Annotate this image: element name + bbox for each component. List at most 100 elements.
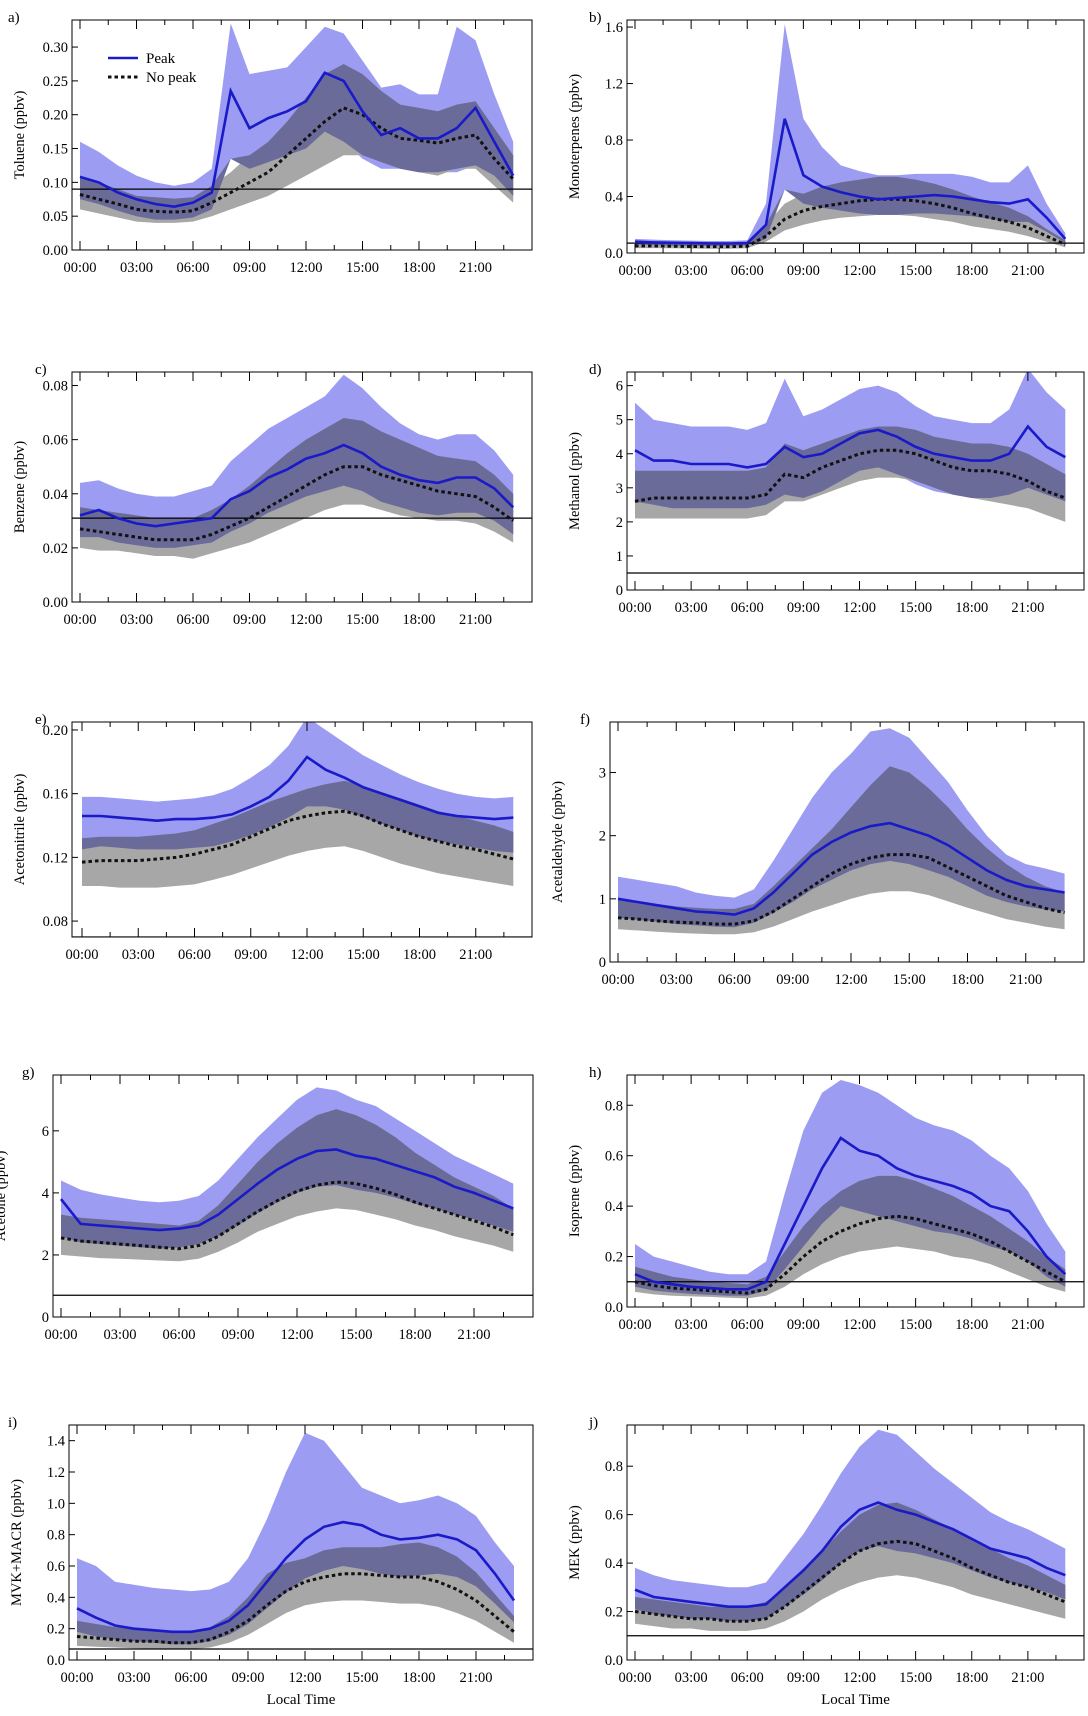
plot-frame xyxy=(71,721,533,938)
plot-area xyxy=(627,24,1084,249)
band-overlap xyxy=(77,1542,514,1645)
x-tick-label: 21:00 xyxy=(1011,1317,1044,1333)
panel-h: 0.0 0.2 0.4 0.6 0.8 00:00 03:00 06:00 09:00 12:00… xyxy=(567,1065,1085,1333)
band-overlap xyxy=(82,780,514,853)
plot-frame xyxy=(626,1424,1085,1661)
y-axis-label: Isoprene (ppbv) xyxy=(567,1145,583,1237)
y-tick-label: 1.0 xyxy=(47,1496,65,1512)
panel-b: 0.0 0.4 0.8 1.2 1.6 00:00 03:00 06:00 09:00 12:00… xyxy=(567,10,1085,279)
peak-range-band xyxy=(77,1432,514,1645)
panel-f: 0 1 2 3 00:00 03:00 06:00 09:00 12:00 15:00 18:00 2… xyxy=(550,712,1085,988)
y-axis-label: Toluene (ppbv) xyxy=(12,90,28,179)
x-tick-label: 09:00 xyxy=(787,1317,820,1333)
panel-e: 0.08 0.12 0.16 0.20 00:00 03:00 06:00 09:00 12:0… xyxy=(12,712,533,963)
x-tick-label: 03:00 xyxy=(675,600,708,616)
x-tick-label: 06:00 xyxy=(162,1327,195,1343)
band-overlap xyxy=(61,1109,514,1249)
nopeak-series-line xyxy=(81,809,514,864)
x-axis-label: Local Time xyxy=(267,1692,336,1708)
y-tick-label: 0.6 xyxy=(605,1149,623,1165)
x-tick-label: 12:00 xyxy=(843,600,876,616)
panel-letter: j) xyxy=(588,1415,598,1431)
y-tick-label: 0.8 xyxy=(605,1098,623,1114)
panel-c: 0.00 0.02 0.04 0.06 0.08 00:00 03:00 06:00 09:00… xyxy=(12,362,533,628)
plot-frame xyxy=(71,371,533,603)
plot-area xyxy=(72,722,532,937)
band-overlap xyxy=(635,176,1066,246)
plot-frame xyxy=(626,1074,1085,1308)
nopeak-series-line xyxy=(79,106,515,214)
x-tick-label: 15:00 xyxy=(899,1317,932,1333)
x-tick-label: 18:00 xyxy=(955,600,988,616)
y-tick-label: 1 xyxy=(616,549,623,565)
plot-frame xyxy=(71,19,533,251)
y-tick-label: 0 xyxy=(616,583,623,599)
peak-series-line xyxy=(634,1501,1066,1608)
x-tick-label: 18:00 xyxy=(955,263,988,279)
y-tick-label: 0.8 xyxy=(47,1528,65,1544)
peak-series-line xyxy=(634,424,1066,469)
panel-letter: i) xyxy=(8,1415,17,1431)
y-tick-label: 0.04 xyxy=(43,487,69,503)
legend-nopeak-label: No peak xyxy=(146,70,197,86)
x-tick-label: 09:00 xyxy=(233,612,266,628)
x-tick-label: 06:00 xyxy=(178,947,211,963)
y-tick-label: 0.0 xyxy=(605,1653,623,1669)
nopeak-series-line xyxy=(634,1539,1066,1623)
plot-area xyxy=(627,1429,1084,1637)
x-tick-label: 03:00 xyxy=(660,972,693,988)
x-tick-label: 12:00 xyxy=(289,260,322,276)
y-tick-label: 0.25 xyxy=(43,74,68,90)
y-tick-label: 0.4 xyxy=(605,190,624,206)
panel-letter: c) xyxy=(35,362,47,378)
y-tick-label: 0.2 xyxy=(605,1605,623,1621)
panel-letter: d) xyxy=(589,362,602,378)
plot-frame xyxy=(52,1074,534,1318)
x-tick-label: 15:00 xyxy=(899,1670,932,1686)
x-tick-label: 18:00 xyxy=(951,972,984,988)
y-tick-label: 0.16 xyxy=(43,787,68,803)
panel-letter: b) xyxy=(589,10,602,26)
panel-letter: g) xyxy=(22,1065,35,1081)
y-tick-label: 5 xyxy=(616,413,623,429)
x-tick-label: 03:00 xyxy=(120,260,153,276)
y-axis-label: MVK+MACR (ppbv) xyxy=(9,1479,25,1606)
band-overlap xyxy=(635,426,1066,509)
y-axis-label: Benzene (ppbv) xyxy=(12,441,28,533)
x-tick-label: 00:00 xyxy=(601,972,634,988)
y-tick-label: 6 xyxy=(42,1124,49,1140)
y-tick-label: 4 xyxy=(42,1186,50,1202)
x-tick-label: 06:00 xyxy=(718,972,751,988)
y-tick-label: 0.08 xyxy=(43,914,68,930)
y-tick-label: 4 xyxy=(616,447,624,463)
x-tick-label: 06:00 xyxy=(731,1670,764,1686)
plot-area xyxy=(627,372,1084,574)
y-tick-label: 0.20 xyxy=(43,108,68,124)
panel-letter: h) xyxy=(589,1065,602,1081)
panel-letter: e) xyxy=(35,712,47,728)
x-tick-label: 15:00 xyxy=(893,972,926,988)
panel-j: 0.0 0.2 0.4 0.6 0.8 00:00 03:00 06:00 09:00 12:00… xyxy=(567,1415,1085,1708)
plot-area xyxy=(617,728,1065,935)
peak-series-line xyxy=(59,1148,514,1232)
x-tick-label: 12:00 xyxy=(289,612,322,628)
peak-series-line xyxy=(634,1136,1067,1291)
nopeak-series-line xyxy=(79,465,515,542)
x-tick-label: 21:00 xyxy=(1011,1670,1044,1686)
x-tick-label: 12:00 xyxy=(280,1327,313,1343)
plot-area xyxy=(72,374,532,559)
peak-series-line xyxy=(634,118,1067,245)
x-tick-label: 21:00 xyxy=(457,1327,490,1343)
y-tick-label: 0.0 xyxy=(605,1300,623,1316)
band-overlap xyxy=(618,766,1065,928)
y-tick-label: 0.4 xyxy=(605,1556,624,1572)
plot-area xyxy=(53,1087,533,1296)
legend-peak-label: Peak xyxy=(146,51,176,67)
y-axis-label: Acetonitrile (ppbv) xyxy=(12,774,28,886)
nopeak-series-line xyxy=(617,853,1065,926)
y-tick-label: 0.4 xyxy=(47,1590,66,1606)
y-tick-label: 2 xyxy=(616,515,623,531)
x-tick-label: 18:00 xyxy=(403,947,436,963)
x-tick-label: 06:00 xyxy=(176,612,209,628)
